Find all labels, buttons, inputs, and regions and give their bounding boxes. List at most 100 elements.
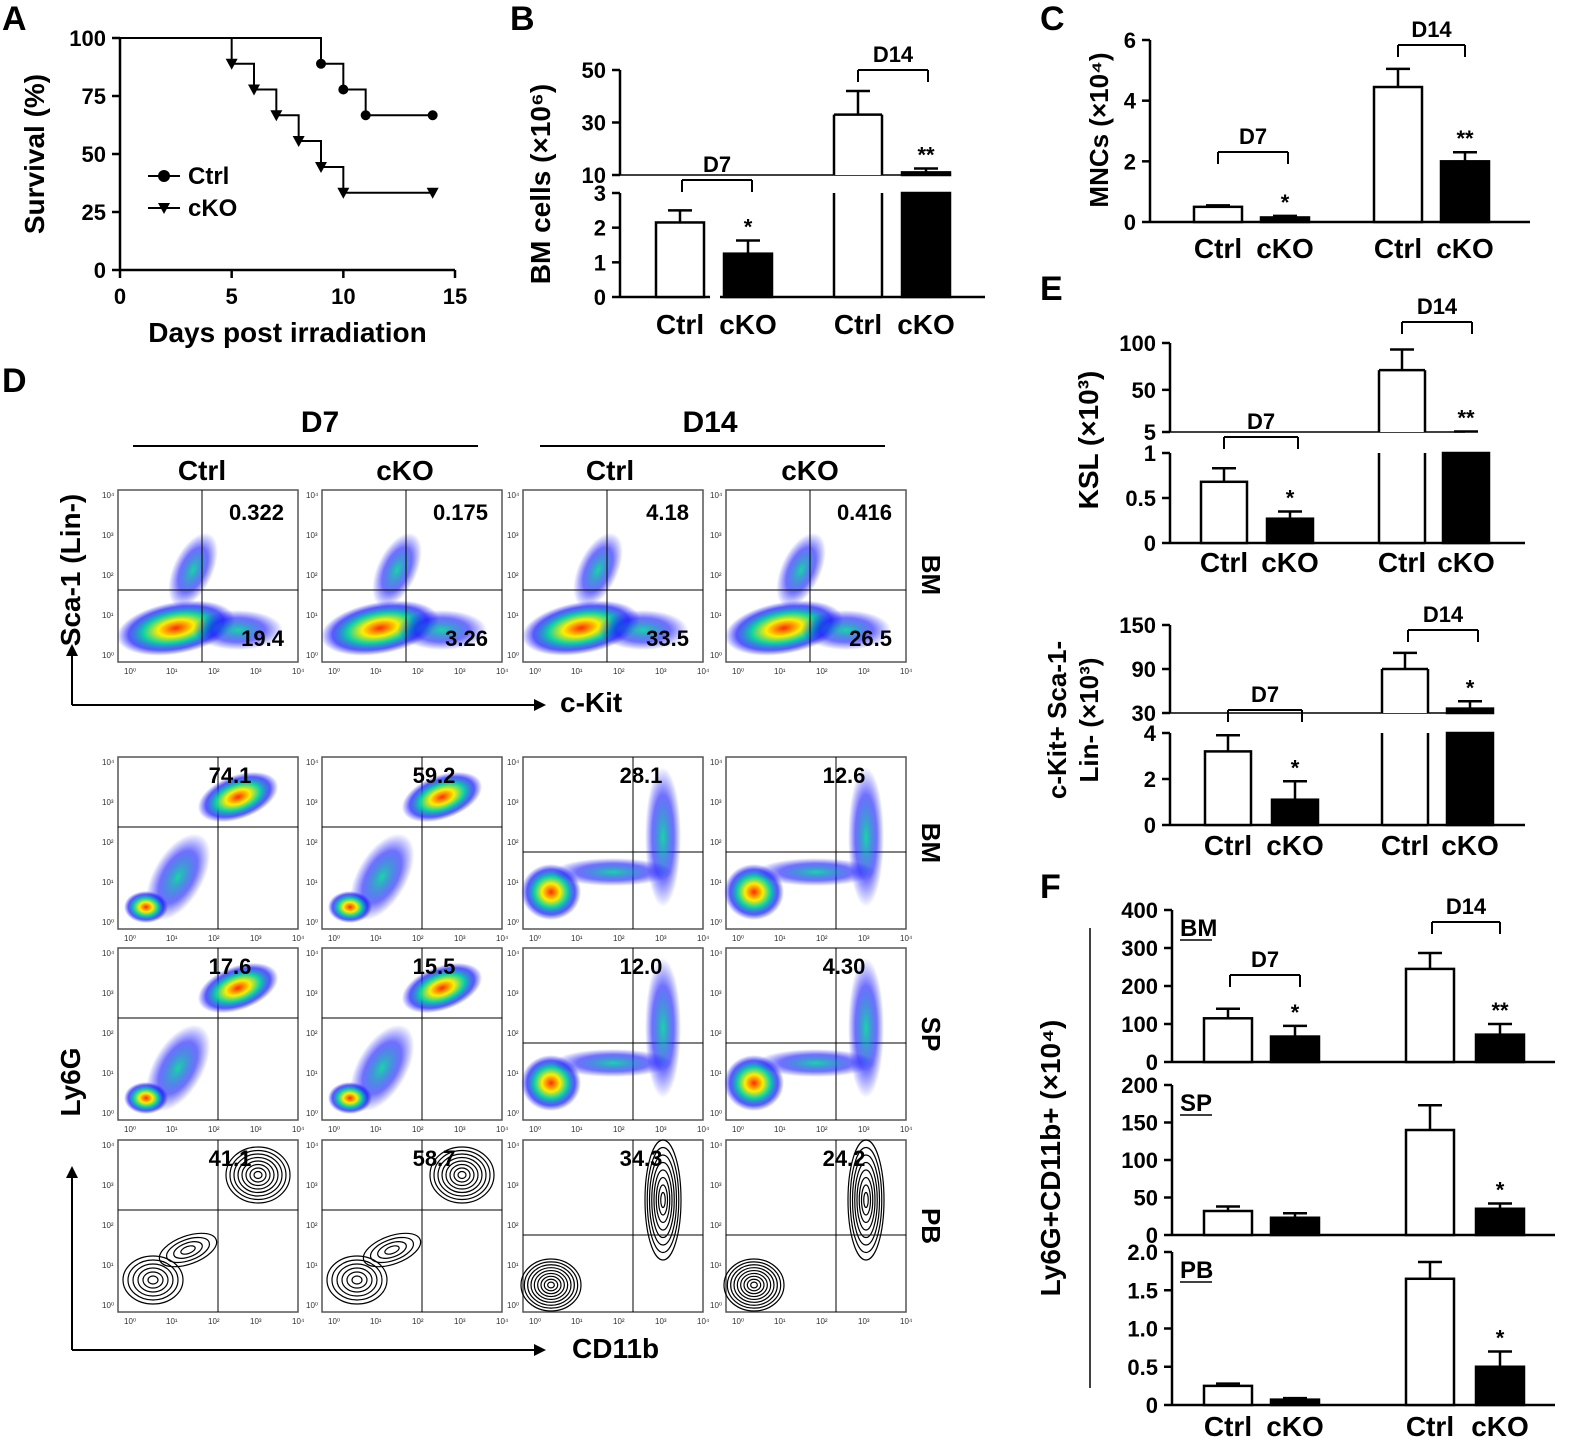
category-label: Ctrl	[1374, 233, 1422, 264]
axis-tick-label: 10¹	[571, 934, 583, 943]
quadrant-value-lower: 33.5	[646, 626, 689, 651]
significance-mark: *	[744, 214, 753, 239]
column-label: cKO	[376, 455, 434, 486]
subplot-label-bm: BM	[1180, 915, 1217, 942]
bar-cko-d14	[1474, 1207, 1526, 1237]
axis-tick-label: 10¹	[306, 1069, 318, 1078]
axis-tick-label: 10³	[507, 1181, 519, 1190]
axis-tick-label: 10¹	[507, 1069, 519, 1078]
contour	[646, 1146, 680, 1254]
axis-tick-label: 10⁰	[732, 667, 744, 676]
density-blob	[598, 610, 688, 650]
axis-tick-label: 10²	[816, 667, 828, 676]
axis-tick-label: 10⁴	[292, 934, 305, 943]
y-tick-label: 150	[1119, 613, 1156, 638]
bar-cko-d14	[900, 191, 952, 299]
axis-tick-label: 10¹	[507, 611, 519, 620]
axis-tick-label: 10²	[710, 1029, 722, 1038]
contour	[445, 1160, 479, 1190]
legend-marker-cko	[158, 203, 170, 214]
density-blob	[328, 1082, 372, 1114]
axis-tick-label: 10⁴	[496, 1317, 509, 1326]
axis-tick-label: 10⁰	[124, 667, 136, 676]
bar-ctrl-d7	[1202, 1384, 1254, 1407]
axis-tick-label: 10¹	[710, 878, 722, 887]
contour	[441, 1156, 483, 1194]
contour	[237, 1156, 279, 1194]
y-tick-label: 3	[594, 181, 606, 206]
y-tick-label: 90	[1132, 657, 1156, 682]
category-label: Ctrl	[1378, 547, 1426, 578]
category-label: Ctrl	[1200, 547, 1248, 578]
group-label: D14	[1411, 17, 1452, 42]
axis-tick-label: 10⁰	[124, 1317, 136, 1326]
contour	[856, 1169, 876, 1231]
group-header-d7: D7	[301, 406, 339, 439]
axis-tick-label: 10⁰	[710, 1109, 722, 1118]
axis-tick-label: 10⁴	[710, 491, 723, 500]
density-blob	[553, 1049, 673, 1077]
contour	[173, 1241, 203, 1259]
group-label: D7	[1251, 682, 1279, 707]
axis-tick-label: 10¹	[102, 1261, 114, 1270]
panel-label-a: A	[2, 0, 27, 38]
axis-tick-label: 10¹	[571, 1125, 583, 1134]
y-tick-label: 10	[582, 163, 606, 188]
axis-tick-label: 10²	[507, 1029, 519, 1038]
axis-tick-label: 10¹	[710, 1069, 722, 1078]
y-axis-title-ly6g: Ly6G	[55, 1048, 86, 1117]
axis-tick-label: 10⁴	[697, 667, 710, 676]
bar-ctrl-d7	[1202, 1209, 1254, 1237]
quadrant-value: 34.3	[620, 1146, 663, 1171]
y-axis-title: BM cells (×10⁶)	[525, 84, 556, 284]
axis-tick-label: 10³	[306, 531, 318, 540]
y-tick-label: 4	[1144, 721, 1157, 746]
x-axis-title: Days post irradiation	[148, 317, 427, 348]
axis-tick-label: 10⁴	[306, 1141, 319, 1150]
contour	[733, 1267, 775, 1303]
panel-label-e: E	[1040, 270, 1063, 308]
y-tick-label: 100	[1119, 331, 1156, 356]
row-label-pb: PB	[916, 1208, 946, 1244]
axis-tick-label: 10¹	[507, 1261, 519, 1270]
quadrant-value: 24.2	[823, 1146, 866, 1171]
bar-ctrl-d14	[1379, 453, 1425, 543]
axis-tick-label: 10²	[102, 1221, 114, 1230]
axis-tick-label: 10⁰	[710, 1301, 722, 1310]
axis-tick-label: 10²	[710, 838, 722, 847]
axis-tick-label: 10¹	[166, 934, 178, 943]
bar-ctrl-d14	[1382, 733, 1428, 825]
axis-arrowhead	[534, 1344, 546, 1356]
axis-tick-label: 10³	[102, 989, 114, 998]
significance-mark: **	[1457, 406, 1475, 431]
bar-cko-d14	[1474, 1033, 1526, 1064]
quadrant-value: 12.6	[823, 763, 866, 788]
axis-tick-label: 10⁰	[529, 1317, 541, 1326]
bar-ctrl-d14	[1404, 967, 1456, 1064]
category-label: cKO	[1261, 547, 1319, 578]
category-label: cKO	[1266, 1411, 1324, 1442]
axis-tick-label: 10²	[306, 1221, 318, 1230]
axis-tick-label: 10²	[412, 934, 424, 943]
x-axis-title-cd11b: CD11b	[572, 1333, 659, 1364]
axis-tick-label: 10²	[208, 667, 220, 676]
axis-tick-label: 10²	[102, 571, 114, 580]
axis-tick-label: 10⁴	[697, 934, 710, 943]
y-tick-label: 2	[1144, 767, 1156, 792]
axis-tick-label: 10²	[306, 571, 318, 580]
contour	[851, 1154, 881, 1246]
significance-mark: **	[917, 142, 935, 167]
y-tick-label: 1.5	[1127, 1278, 1158, 1303]
axis-tick-label: 10²	[507, 1221, 519, 1230]
density-blob	[401, 771, 483, 823]
category-label: cKO	[1441, 830, 1499, 861]
density-blob	[328, 891, 372, 923]
y-tick-label: 2.0	[1127, 1240, 1158, 1265]
bar-ctrl-d14-upper	[834, 114, 882, 175]
axis-tick-label: 10¹	[507, 878, 519, 887]
contour	[132, 1263, 174, 1297]
bar-ctrl-d7	[654, 221, 706, 299]
axis-tick-label: 10¹	[774, 1317, 786, 1326]
y-tick-label: 0	[94, 258, 106, 283]
